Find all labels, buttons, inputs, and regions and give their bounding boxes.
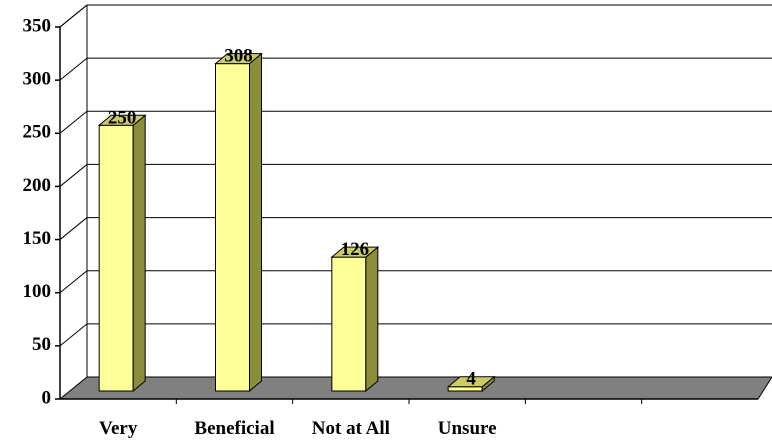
chart-walls <box>59 4 88 399</box>
x-category-label: Very <box>99 418 138 439</box>
y-tick-label: 350 <box>23 15 52 36</box>
y-tick-label: 100 <box>23 281 52 302</box>
chart-floor <box>58 376 772 404</box>
bar-side <box>365 246 379 393</box>
y-tick-label: 200 <box>23 175 52 196</box>
bars <box>97 52 496 393</box>
gridline-side <box>59 57 88 81</box>
bar-top <box>97 114 147 126</box>
bar-front <box>447 386 483 392</box>
gridlines <box>55 4 772 400</box>
bar-front <box>215 63 250 392</box>
data-label: 4 <box>466 369 476 390</box>
floor-plane <box>58 376 772 400</box>
bar-top <box>330 246 380 258</box>
bar-front <box>331 256 367 392</box>
bar-top <box>214 53 263 65</box>
bar-side <box>132 114 146 393</box>
y-tick-label: 50 <box>32 334 51 355</box>
gridline-side <box>59 4 88 28</box>
y-tick-label: 300 <box>23 69 52 90</box>
bar-front <box>98 124 134 392</box>
bar-side <box>249 52 262 393</box>
y-tick-label: 250 <box>23 122 52 143</box>
gridline-side <box>59 270 88 294</box>
gridline-side <box>59 323 88 347</box>
data-label: 126 <box>341 239 370 260</box>
x-category-label: Beneficial <box>194 418 274 439</box>
data-labels: 250 308 126 4 <box>108 46 476 390</box>
y-tick-label: 150 <box>23 228 52 249</box>
data-label: 250 <box>108 107 137 128</box>
y-tick-label: 0 <box>42 387 52 408</box>
x-axis-category-labels: Very Beneficial Not at All Unsure <box>99 418 497 439</box>
gridline-side <box>59 110 88 134</box>
x-category-label: Unsure <box>438 418 497 439</box>
y-axis-tick-labels: 0 50 100 150 200 250 300 350 <box>23 15 52 408</box>
data-label: 308 <box>224 46 253 67</box>
bar-top <box>446 376 496 388</box>
gridline-side <box>59 217 88 240</box>
gridline-side <box>59 164 88 187</box>
x-category-label: Not at All <box>312 418 390 439</box>
